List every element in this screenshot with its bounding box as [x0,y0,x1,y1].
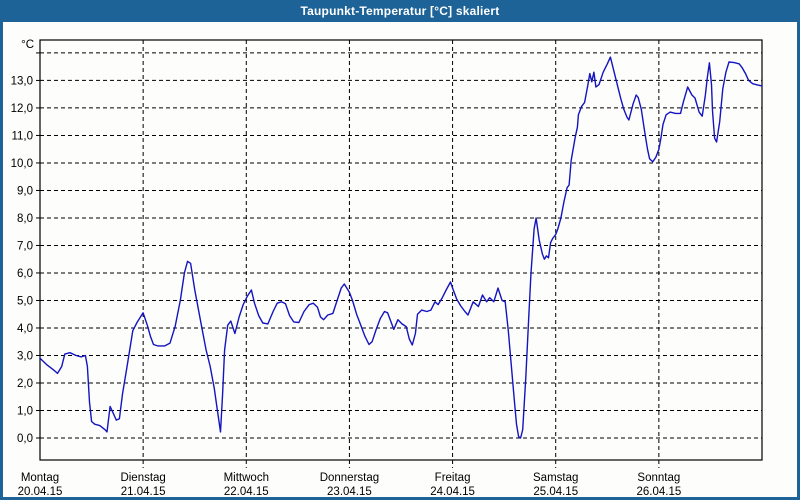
y-tick-label: 6,0 [17,268,33,280]
x-day-label: Dienstag [120,472,165,484]
x-day-label: Samstag [533,472,578,484]
x-day-label: Mittwoch [224,472,269,484]
chart-title: Taupunkt-Temperatur [°C] skaliert [300,4,500,18]
y-tick-label: 12,0 [11,103,33,115]
x-date-label: 26.04.15 [636,486,681,498]
x-date-label: 23.04.15 [327,486,372,498]
y-tick-label: 7,0 [17,240,33,252]
y-tick-label: 2,0 [17,378,33,390]
x-day-label: Donnerstag [320,472,379,484]
dewpoint-line [39,56,763,439]
title-bar: Taupunkt-Temperatur [°C] skaliert [3,0,797,22]
y-tick-label: 10,0 [11,158,33,170]
y-tick-label: 4,0 [17,323,33,335]
x-date-label: 22.04.15 [224,486,269,498]
x-day-label: Freitag [435,472,471,484]
x-day-label: Montag [21,472,59,484]
y-tick-label: 9,0 [17,185,33,197]
x-date-label: 24.04.15 [430,486,475,498]
x-day-label: Sonntag [637,472,680,484]
y-unit-label: °C [21,39,34,51]
y-tick-label: 3,0 [17,350,33,362]
x-date-label: 20.04.15 [18,486,63,498]
y-tick-label: 11,0 [11,130,33,142]
plot-border [39,39,763,461]
y-tick-label: 0,0 [17,433,33,445]
y-tick-label: 13,0 [11,75,33,87]
x-date-label: 25.04.15 [533,486,578,498]
y-tick-label: 1,0 [17,405,33,417]
chart-canvas: 0,0 1,0 2,0 3,0 4,0 5,0 6,0 7,0 8,0 9,0 10,0 11,0 12… [11,39,763,498]
y-tick-label: 8,0 [17,213,33,225]
x-date-label: 21.04.15 [121,486,166,498]
y-tick-label: 5,0 [17,295,33,307]
